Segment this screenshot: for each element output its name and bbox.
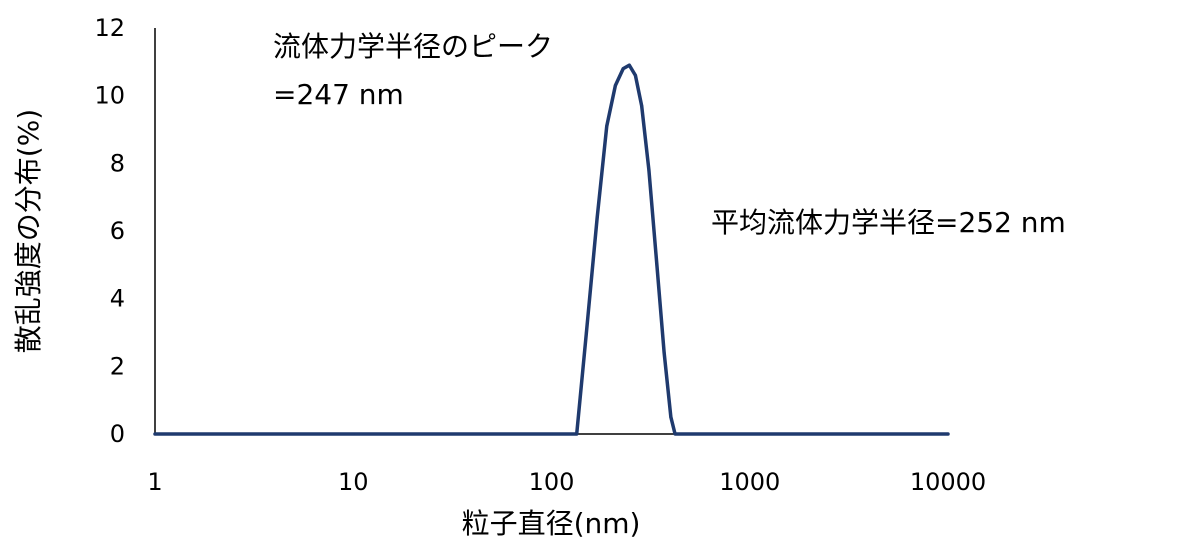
y-tick-labels: 0 2 4 6 8 10 12: [94, 14, 125, 448]
y-tick-label: 6: [110, 217, 125, 245]
series-line: [153, 63, 950, 436]
series-points: [153, 63, 950, 436]
data-point: [584, 331, 588, 334]
peak-annotation-line-1: 流体力学半径のピーク: [273, 30, 553, 63]
data-point: [647, 168, 651, 172]
y-tick-label: 12: [94, 14, 125, 42]
data-point: [351, 432, 355, 436]
data-point: [655, 263, 659, 267]
data-point: [662, 351, 666, 355]
y-axis-title: 散乱強度の分布(%): [12, 109, 45, 353]
y-tick-label: 8: [110, 149, 125, 177]
x-axis-title: 粒子直径(nm): [462, 507, 641, 540]
data-point: [946, 432, 950, 436]
data-point: [627, 63, 631, 67]
data-point: [640, 104, 644, 108]
peak-annotation-line-2: =247 nm: [273, 78, 404, 111]
x-tick-labels: 1 10 100 1000 10000: [147, 468, 986, 496]
x-tick-label: 1: [147, 468, 162, 496]
data-point: [605, 124, 609, 128]
x-tick-label: 10: [338, 468, 369, 496]
y-tick-label: 10: [94, 82, 125, 110]
data-point: [153, 432, 157, 436]
y-tick-label: 0: [110, 420, 125, 448]
x-tick-label: 1000: [719, 468, 780, 496]
x-tick-label: 10000: [910, 468, 986, 496]
data-point: [550, 432, 553, 436]
y-tick-label: 4: [110, 285, 125, 313]
data-point: [669, 415, 673, 419]
x-tick-label: 100: [529, 468, 575, 496]
data-point: [621, 67, 625, 71]
mean-annotation: 平均流体力学半径=252 nm: [711, 206, 1066, 239]
data-point: [575, 432, 579, 436]
data-point: [673, 432, 677, 436]
y-tick-label: 2: [110, 352, 125, 380]
data-point: [595, 215, 599, 219]
data-point: [613, 84, 617, 88]
data-point: [633, 73, 637, 77]
